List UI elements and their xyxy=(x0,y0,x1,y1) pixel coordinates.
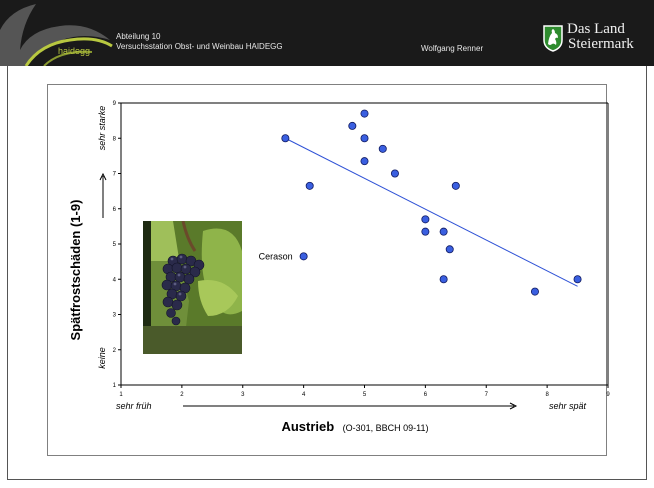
y-tick-label: 7 xyxy=(113,172,117,178)
data-points xyxy=(281,109,582,296)
data-point xyxy=(439,275,448,284)
x-tick-label: 2 xyxy=(180,392,184,398)
x-tick-label: 7 xyxy=(485,392,489,398)
x-axis-title-suffix: (O-301, BBCH 09-11) xyxy=(343,423,429,433)
x-tick-label: 8 xyxy=(545,392,549,398)
x-tick-label: 5 xyxy=(363,392,367,398)
y-tick-label: 5 xyxy=(113,242,117,248)
grape-cluster-photo xyxy=(143,221,242,354)
chart-panel xyxy=(47,84,607,456)
y-tick-label: 3 xyxy=(113,313,117,319)
x-axis-title-main: Austrieb xyxy=(281,419,334,434)
data-point xyxy=(305,181,314,190)
data-point xyxy=(360,134,369,143)
data-point xyxy=(421,227,430,236)
x-tick-label: 3 xyxy=(241,392,245,398)
data-point xyxy=(390,169,399,178)
haidegg-logo-text: haidegg xyxy=(58,46,91,56)
header-bar: haidegg Abteilung 10 Versuchsstation Obs… xyxy=(0,0,654,66)
data-point xyxy=(439,227,448,236)
data-point xyxy=(445,245,454,254)
data-point xyxy=(421,215,430,224)
x-direction-arrowhead xyxy=(509,402,518,410)
x-tick-label: 9 xyxy=(606,392,610,398)
haidegg-logo-swoosh-icon xyxy=(0,4,113,66)
styrian-panther-crest-icon xyxy=(543,25,563,52)
data-point xyxy=(299,252,308,261)
y-axis-low-label: keine xyxy=(97,347,107,369)
y-axis-title: Spätfrostschäden (1-9) xyxy=(68,200,83,341)
author-name: Wolfgang Renner xyxy=(421,44,484,53)
data-point xyxy=(348,121,357,130)
data-point xyxy=(378,144,387,153)
y-axis-high-label: sehr starke xyxy=(97,106,107,151)
x-ticks: 1 2 3 4 5 6 7 8 9 xyxy=(119,385,610,398)
x-axis-title: Austrieb (O-301, BBCH 09-11) xyxy=(281,418,428,435)
trendline xyxy=(285,137,578,287)
department-info: Abteilung 10 Versuchsstation Obst- und W… xyxy=(116,32,283,52)
x-tick-label: 1 xyxy=(119,392,123,398)
data-point xyxy=(573,275,582,284)
state-logo-line-1: Das Land xyxy=(567,21,625,37)
y-tick-label: 6 xyxy=(113,207,117,213)
state-logo-line-2: Steiermark xyxy=(568,36,634,52)
data-point xyxy=(360,157,369,166)
y-tick-label: 9 xyxy=(113,101,117,107)
point-labels: Cerason xyxy=(259,251,293,261)
slide-frame xyxy=(7,66,647,480)
data-point xyxy=(281,134,290,143)
y-ticks: 1 2 3 4 5 6 7 8 9 xyxy=(113,101,121,389)
x-axis-low-label: sehr früh xyxy=(116,401,152,411)
y-tick-label: 1 xyxy=(113,383,117,389)
department-line-2: Versuchsstation Obst- und Weinbau HAIDEG… xyxy=(116,42,283,51)
point-label: Cerason xyxy=(259,251,293,261)
y-direction-arrowhead xyxy=(99,172,107,181)
department-line-1: Abteilung 10 xyxy=(116,32,161,41)
x-tick-label: 4 xyxy=(302,392,306,398)
data-point xyxy=(530,287,539,296)
x-axis-high-label: sehr spät xyxy=(549,401,587,411)
y-tick-label: 2 xyxy=(113,348,117,354)
y-tick-label: 4 xyxy=(113,277,117,283)
data-point xyxy=(451,181,460,190)
x-tick-label: 6 xyxy=(424,392,428,398)
y-tick-label: 8 xyxy=(113,136,117,142)
state-logo-text: Das Land Steiermark xyxy=(567,22,634,52)
data-point xyxy=(360,109,369,118)
